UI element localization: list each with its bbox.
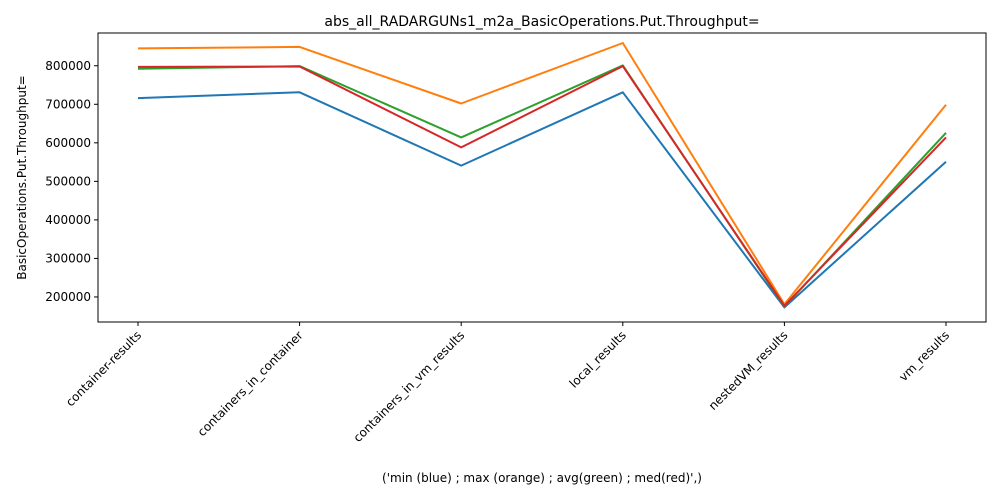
chart-title: abs_all_RADARGUNs1_m2a_BasicOperations.P… [324,14,759,30]
x-tick-label: container-results [63,328,144,409]
y-tick-label: 400000 [45,213,91,227]
x-tick-label: containers_in_vm_results [351,328,468,445]
x-tick-label: local_results [567,328,629,390]
series-line-1 [137,42,947,306]
y-axis-label: BasicOperations.Put.Throughput= [15,75,29,279]
series-layer [137,42,947,309]
plot-area-frame [97,32,987,323]
x-tick-label: vm_results [896,328,952,384]
y-tick-label: 200000 [45,290,91,304]
y-tick-label: 500000 [45,174,91,188]
y-tick-label: 600000 [45,136,91,150]
y-tick-label: 800000 [45,59,91,73]
x-tick-label: containers_in_container [195,328,306,439]
y-tick-label: 700000 [45,97,91,111]
x-axis-label: ('min (blue) ; max (orange) ; avg(green)… [382,471,702,485]
y-axis: 200000 300000 400000 500000 600000 700000 8000… [45,59,98,304]
y-tick-label: 300000 [45,251,91,265]
series-line-0 [137,91,947,309]
x-axis: container-results containers_in_container… [63,322,952,445]
x-tick-label: nestedVM_results [706,328,791,413]
series-line-3 [137,65,947,307]
